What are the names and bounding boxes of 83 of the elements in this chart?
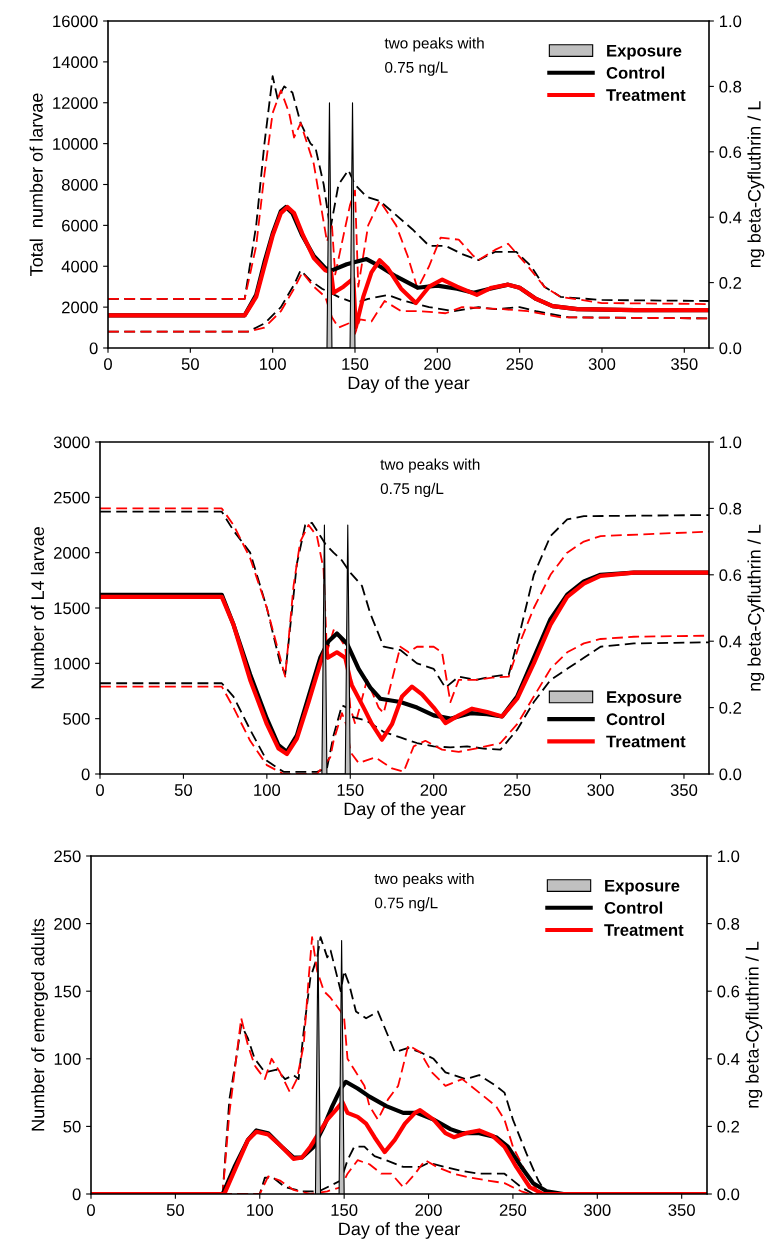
annotation: two peaks with 0.75 ng/L <box>384 37 484 76</box>
y2-tick-label: 1.0 <box>719 15 742 28</box>
y-tick-label: 1000 <box>54 657 90 670</box>
y-tick-label: 2500 <box>54 491 90 504</box>
y2-tick-label: 1.0 <box>717 850 740 863</box>
y2-tick-label: 0.0 <box>717 1188 740 1201</box>
x-tick-label: 300 <box>587 784 614 796</box>
y-tick-label: 200 <box>54 918 81 930</box>
x-tick-label: 200 <box>420 784 447 796</box>
y-axis-title: Number of emerged adults <box>31 918 48 1131</box>
legend-label: Treatment <box>604 924 684 936</box>
y2-tick-label: 1.0 <box>719 436 742 449</box>
y2-tick-label: 0.6 <box>719 569 742 581</box>
y-tick-label: 0 <box>89 342 98 355</box>
y-axis-title: Total number of larvae <box>29 93 43 276</box>
legend-label: Exposure <box>605 879 680 895</box>
y2-tick-label: 0.0 <box>719 342 742 355</box>
y-tick-label: 4000 <box>61 260 98 273</box>
y-tick-label: 50 <box>63 1120 81 1133</box>
y2-tick-label: 0.6 <box>719 146 742 158</box>
x-axis-title: Day of the year <box>344 802 466 819</box>
y-tick-label: 10000 <box>53 138 98 150</box>
x-tick-label: 350 <box>671 358 698 370</box>
y2-tick-label: 0.8 <box>719 80 742 93</box>
x-tick-label: 250 <box>499 1204 527 1216</box>
y-tick-label: 12000 <box>53 97 98 109</box>
x-tick-label: 50 <box>166 1204 184 1216</box>
y2-tick-label: 0.4 <box>717 1053 740 1065</box>
x-tick-label: 300 <box>588 358 616 370</box>
legend-label: Control <box>606 66 665 79</box>
y-tick-label: 1500 <box>54 602 90 615</box>
x-tick-label: 100 <box>247 1204 274 1216</box>
annotation: two peaks with 0.75 ng/L <box>374 872 474 912</box>
legend-label: Exposure <box>607 44 682 60</box>
y-tick-label: 0 <box>72 1188 81 1201</box>
x-tick-label: 150 <box>342 358 369 370</box>
x-tick-label: 300 <box>584 1204 611 1216</box>
y-tick-label: 3000 <box>53 436 90 449</box>
x-tick-label: 50 <box>181 358 199 370</box>
x-tick-label: 250 <box>504 784 531 796</box>
y-tick-label: 16000 <box>53 15 98 28</box>
y2-axis-title: ng beta-Cyfluthrin / L <box>747 524 765 691</box>
y-tick-label: 100 <box>54 1053 81 1065</box>
x-tick-label: 50 <box>174 784 193 796</box>
y-tick-label: 500 <box>63 713 90 725</box>
x-tick-label: 150 <box>331 1204 358 1216</box>
y2-axis-title: ng beta-Cyfluthrin / L <box>745 941 763 1108</box>
x-tick-label: 350 <box>670 784 698 796</box>
y2-tick-label: 0.4 <box>719 211 742 224</box>
x-tick-label: 150 <box>337 784 364 796</box>
y2-tick-label: 0.8 <box>717 918 740 930</box>
x-tick-label: 350 <box>668 1204 695 1216</box>
y-tick-label: 150 <box>54 985 81 998</box>
y2-axis-title: ng beta-Cyfluthrin / L <box>747 101 765 268</box>
y2-tick-label: 0.0 <box>719 768 742 781</box>
y-tick-label: 2000 <box>62 301 98 314</box>
annotation: two peaks with 0.75 ng/L <box>380 458 480 498</box>
x-tick-label: 100 <box>254 784 281 796</box>
legend-label: Exposure <box>607 691 682 707</box>
y-tick-label: 8000 <box>61 178 98 191</box>
y-tick-label: 14000 <box>53 56 98 69</box>
legend-label: Control <box>604 901 663 914</box>
x-axis-title: Day of the year <box>339 1222 460 1239</box>
y2-tick-label: 0.4 <box>719 635 742 648</box>
y2-tick-label: 0.2 <box>717 1120 740 1133</box>
y-axis-title: Number of L4 larvae <box>30 527 45 689</box>
y-tick-label: 2000 <box>54 547 90 559</box>
legend-label: Control <box>606 712 665 726</box>
legend-label: Treatment <box>606 89 686 101</box>
x-axis-title: Day of the year <box>348 376 470 393</box>
x-tick-label: 200 <box>415 1204 442 1216</box>
y-tick-label: 250 <box>54 850 81 863</box>
x-tick-label: 250 <box>506 358 533 370</box>
x-tick-label: 200 <box>424 358 451 370</box>
y2-tick-label: 0.2 <box>719 277 742 289</box>
y-tick-label: 0 <box>81 768 90 781</box>
y-tick-label: 6000 <box>62 219 98 232</box>
x-tick-label: 100 <box>260 358 286 370</box>
y2-tick-label: 0.8 <box>719 502 742 515</box>
y2-tick-label: 0.2 <box>719 702 742 714</box>
x-tick-label: 0 <box>104 358 112 370</box>
y2-tick-label: 0.6 <box>717 985 740 998</box>
legend-label: Treatment <box>606 735 686 748</box>
